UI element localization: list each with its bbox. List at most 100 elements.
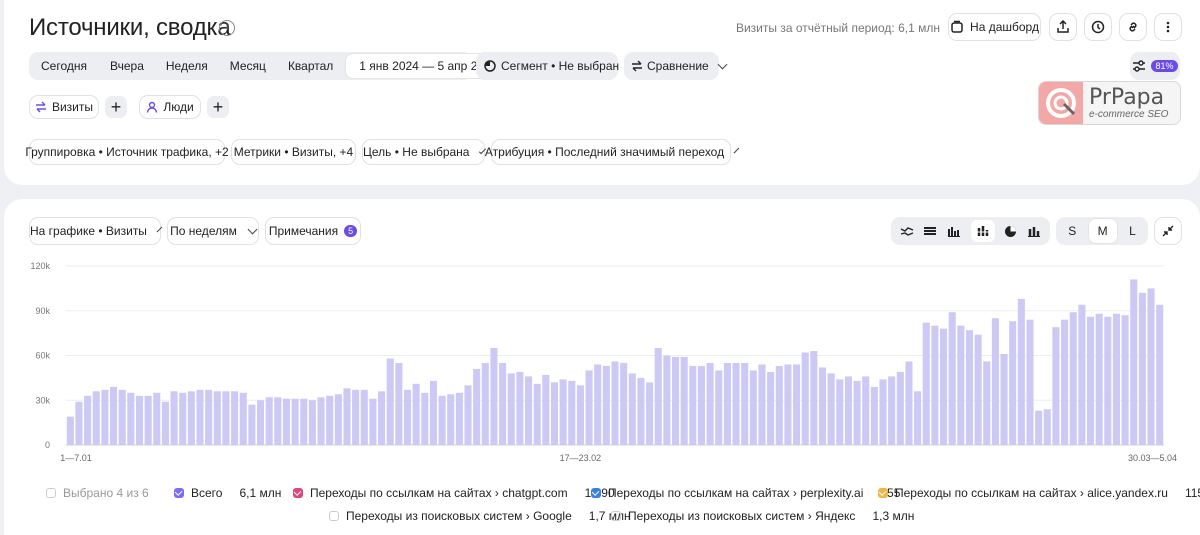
grouping-label: Группировка • Источник трафика, +2 [25, 145, 229, 159]
period-today[interactable]: Сегодня [41, 59, 87, 73]
period-month[interactable]: Месяц [229, 59, 266, 73]
bar [732, 362, 740, 445]
add-people-filter-button[interactable]: + [207, 96, 229, 118]
period-quarter[interactable]: Квартал [287, 59, 334, 73]
bar [265, 397, 273, 445]
bar [75, 401, 83, 445]
column-chart-icon[interactable] [1027, 225, 1041, 237]
grouping-filter[interactable]: Группировка • Источник трафика, +2 [25, 139, 229, 165]
bar [948, 312, 956, 445]
bar [749, 370, 757, 445]
bar-chart-icon[interactable] [947, 225, 961, 237]
bar [646, 382, 654, 445]
bar [205, 389, 213, 445]
line-chart-icon[interactable] [900, 225, 914, 237]
size-medium-button[interactable]: M [1088, 219, 1117, 243]
bar [213, 391, 221, 445]
visits-tag[interactable]: Визиты [29, 95, 99, 119]
y-tick-label: 120k [30, 261, 50, 271]
bar [1017, 298, 1025, 445]
bar [1009, 321, 1017, 445]
page-title: Источники, сводка [29, 14, 231, 41]
notes-label: Примечания [268, 224, 339, 238]
info-icon[interactable]: i [219, 20, 235, 36]
legend-checkbox[interactable] [174, 488, 184, 498]
notes-button[interactable]: Примечания 5 [265, 217, 361, 245]
collapse-chart-button[interactable] [1154, 217, 1182, 245]
bar [870, 386, 878, 445]
bar [516, 371, 524, 445]
more-vertical-icon [1166, 21, 1170, 33]
bar [161, 401, 169, 445]
goal-filter[interactable]: Цель • Не выбрана [362, 139, 487, 165]
legend-item-total[interactable]: Всего 6,1 млн [174, 486, 281, 500]
goal-label: Цель • Не выбрана [363, 145, 470, 159]
bar [499, 362, 507, 445]
legend-item-google[interactable]: Переходы из поисковых систем › Google 1,… [329, 509, 631, 523]
export-button[interactable] [1049, 13, 1077, 41]
legend-checkbox[interactable] [293, 488, 303, 498]
legend-item-alice[interactable]: Переходы по ссылкам на сайтах › alice.ya… [878, 486, 1200, 500]
select-all-checkbox[interactable] [46, 488, 56, 498]
bar [1147, 288, 1155, 445]
bar [697, 365, 706, 445]
add-visits-filter-button[interactable]: + [105, 96, 127, 118]
bar [767, 371, 775, 445]
period-yesterday[interactable]: Вчера [110, 59, 144, 73]
bar [559, 379, 567, 445]
granularity-dropdown[interactable]: По неделям [167, 217, 259, 245]
copy-link-button[interactable] [1119, 13, 1147, 41]
legend-value: 1,3 млн [872, 509, 915, 523]
bar [827, 373, 835, 445]
chart-metric-dropdown[interactable]: На графике • Визиты [29, 217, 163, 245]
legend-selected-count: Выбрано 4 из 6 [46, 486, 149, 500]
bar [386, 358, 394, 445]
bar [706, 362, 714, 445]
more-button[interactable] [1154, 13, 1182, 41]
attribution-filter[interactable]: Атрибуция • Последний значимый переход [485, 139, 740, 165]
pie-chart-icon[interactable] [1004, 225, 1017, 238]
bar [118, 389, 126, 445]
legend-item-yandex[interactable]: Переходы из поисковых систем › Яндекс 1,… [611, 509, 914, 523]
legend-checkbox[interactable] [878, 488, 888, 498]
legend-item-perplexity[interactable]: Переходы по ссылкам на сайтах › perplexi… [591, 486, 900, 500]
add-to-dashboard-button[interactable]: На дашборд [948, 13, 1041, 41]
legend-label: Всего [191, 486, 223, 500]
legend-checkbox[interactable] [611, 511, 621, 521]
bar [135, 395, 144, 445]
legend-checkbox[interactable] [591, 488, 601, 498]
legend-checkbox[interactable] [329, 511, 339, 521]
people-tag-label: Люди [163, 100, 194, 114]
bar [853, 380, 861, 445]
bar [1130, 279, 1138, 445]
stacked-bar-chart-icon[interactable] [970, 220, 995, 242]
compare-arrows-icon [632, 60, 642, 72]
bar [395, 362, 403, 445]
bar [1052, 327, 1060, 445]
bar [914, 391, 922, 445]
segment-dropdown[interactable]: Сегмент • Не выбран [476, 52, 639, 80]
visits-bar-chart: 0 30k 60k 90k 120k 1—7.01 17—23.02 30.03—5.04 [30, 261, 1177, 463]
size-large-button[interactable]: L [1129, 224, 1136, 238]
people-tag[interactable]: Люди [139, 95, 201, 119]
comparison-dropdown[interactable]: Сравнение [624, 52, 728, 80]
share-icon [1057, 20, 1069, 33]
segment-pie-icon [484, 60, 496, 72]
x-tick-label: 30.03—5.04 [1128, 453, 1177, 463]
metrics-filter[interactable]: Метрики • Визиты, +4 [231, 139, 356, 165]
legend-label: Переходы из поисковых систем › Яндекс [628, 509, 856, 523]
period-week[interactable]: Неделя [165, 59, 208, 73]
bar [421, 392, 429, 445]
history-button[interactable] [1084, 13, 1112, 41]
collapse-icon [1162, 225, 1174, 237]
chart-type-switcher [891, 217, 1050, 245]
bar [84, 395, 92, 445]
legend-label: Переходы по ссылкам на сайтах › alice.ya… [895, 486, 1168, 500]
area-chart-icon[interactable] [923, 225, 937, 237]
bar [758, 364, 766, 445]
granularity-label: По неделям [170, 224, 237, 238]
bar [663, 355, 671, 445]
filters-button[interactable]: 81% [1130, 52, 1180, 80]
legend-item-chatgpt[interactable]: Переходы по ссылкам на сайтах › chatgpt.… [293, 486, 615, 500]
size-small-button[interactable]: S [1068, 224, 1077, 238]
